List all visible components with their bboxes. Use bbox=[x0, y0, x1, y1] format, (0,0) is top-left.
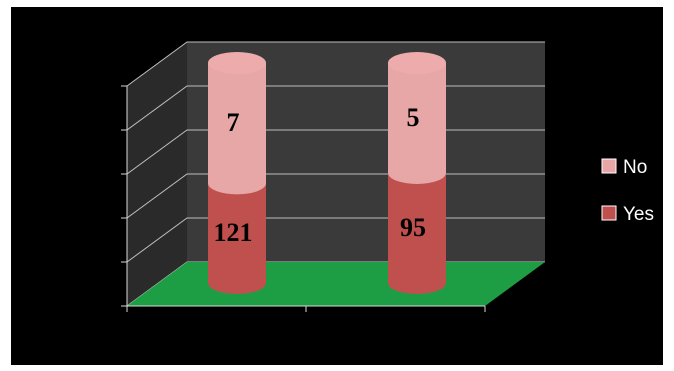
y-tick-label: 96% bbox=[77, 164, 114, 186]
legend-label: No bbox=[623, 157, 647, 178]
x-tick-label: Percentage % bbox=[341, 327, 450, 349]
bar-body-no bbox=[388, 63, 446, 184]
x-axis: Frequency Percentage % bbox=[126, 305, 486, 349]
legend-swatch-no bbox=[601, 158, 617, 174]
y-tick-label: 94% bbox=[77, 208, 114, 230]
bar-segment: 7 bbox=[208, 52, 266, 195]
legend-swatch-yes bbox=[601, 205, 617, 221]
chart-back-wall bbox=[187, 42, 545, 262]
bar-cap bbox=[208, 52, 266, 74]
y-tick-label: 92% bbox=[77, 252, 114, 274]
bar-data-label: 5 bbox=[407, 103, 420, 132]
gridline bbox=[126, 41, 545, 87]
y-tick-label: 90% bbox=[77, 296, 114, 318]
bar-data-label: 7 bbox=[227, 108, 240, 137]
legend-label: Yes bbox=[623, 204, 654, 225]
bar-data-label: 121 bbox=[214, 218, 253, 247]
bars: 121 7 95 5 bbox=[208, 52, 446, 294]
chart-side-wall bbox=[127, 42, 187, 306]
legend: No Yes bbox=[601, 157, 654, 225]
bar-data-label: 95 bbox=[400, 213, 426, 242]
bar-body-yes bbox=[388, 173, 446, 294]
y-axis: 100% 98% 96% 94% 92% 90% bbox=[67, 76, 128, 318]
x-tick-label: Frequency bbox=[174, 327, 258, 349]
plot-area: 100% 98% 96% 94% 92% 90% Frequency Percentage … bbox=[67, 41, 545, 349]
y-tick-label: 100% bbox=[67, 76, 114, 98]
bar-cap bbox=[388, 52, 446, 74]
y-tick-label: 98% bbox=[77, 120, 114, 142]
bar-body-yes bbox=[208, 183, 266, 294]
chart-floor bbox=[127, 262, 545, 306]
bar-body-no bbox=[208, 63, 266, 195]
bar-segment: 5 bbox=[388, 52, 446, 184]
